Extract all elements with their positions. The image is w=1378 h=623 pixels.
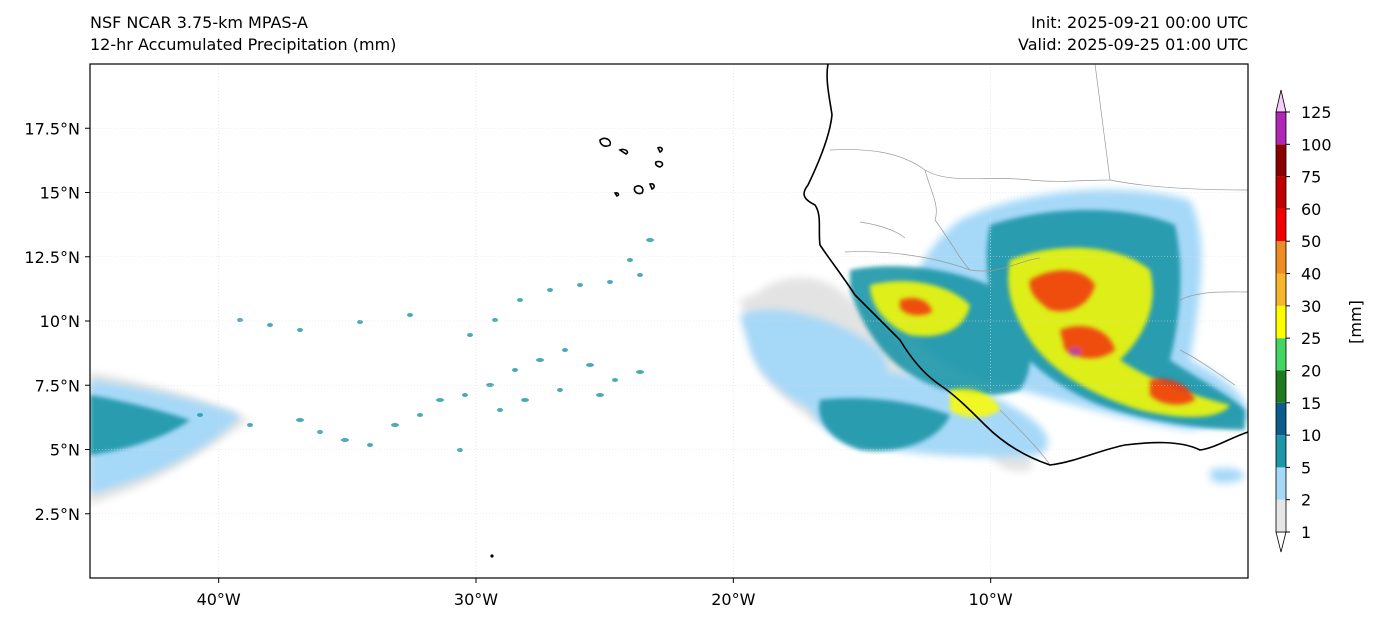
scattered-showers <box>197 238 654 452</box>
field-title: 12-hr Accumulated Precipitation (mm) <box>90 35 397 54</box>
colorbar-tick-label: 15 <box>1301 394 1321 413</box>
colorbar-tick-label: 5 <box>1301 458 1311 477</box>
colorbar-segment <box>1276 273 1286 306</box>
colorbar-segment <box>1276 208 1286 242</box>
island-dot <box>490 554 494 558</box>
lat-tick-label: 17.5°N <box>24 119 80 138</box>
colorbar-tick-label: 40 <box>1301 265 1321 284</box>
lon-tick-label: 40°W <box>197 590 241 609</box>
colorbar-tick-label: 25 <box>1301 329 1321 348</box>
lat-tick-label: 10°N <box>40 312 80 331</box>
longitude-axis: 40°W 30°W 20°W 10°W <box>197 578 1013 609</box>
lat-tick-label: 7.5°N <box>35 376 80 395</box>
colorbar-tick-label: 75 <box>1301 168 1321 187</box>
colorbar-frame <box>1275 111 1287 533</box>
colorbar-over-extend <box>1275 89 1287 113</box>
colorbar-unit-label: [mm] <box>1346 300 1365 344</box>
lon-tick-label: 30°W <box>454 590 498 609</box>
colorbar-tick-label: 2 <box>1301 491 1311 510</box>
colorbar-tick-label: 60 <box>1301 200 1321 219</box>
colorbar-segment <box>1276 467 1286 500</box>
colorbar-tick-label: 100 <box>1301 135 1332 154</box>
coastline <box>599 64 1248 466</box>
lat-tick-label: 5°N <box>50 441 80 460</box>
lon-tick-label: 10°W <box>969 590 1013 609</box>
colorbar-segment <box>1276 435 1286 468</box>
colorbar-tick-label: 20 <box>1301 361 1321 380</box>
colorbar-segment <box>1276 402 1286 436</box>
model-title: NSF NCAR 3.75-km MPAS-A <box>90 13 308 32</box>
colorbar-segment <box>1276 338 1286 371</box>
lat-tick-label: 2.5°N <box>35 505 80 524</box>
graticule <box>90 64 1248 578</box>
very-heavy-precip-field <box>900 270 1195 405</box>
colorbar-tick-label: 125 <box>1301 103 1332 122</box>
colorbar-segment <box>1276 112 1286 145</box>
colorbar-segment <box>1276 176 1286 209</box>
colorbar-tick-label: 30 <box>1301 297 1321 316</box>
map-plot-area <box>90 64 1248 578</box>
valid-time: Valid: 2025-09-25 01:00 UTC <box>1017 35 1248 54</box>
colorbar-segment <box>1276 144 1286 177</box>
colorbar-under-extend <box>1275 531 1287 553</box>
lat-tick-label: 12.5°N <box>24 248 80 267</box>
colorbar-segment <box>1276 370 1286 403</box>
lon-tick-label: 20°W <box>711 590 755 609</box>
title-block-right: Init: 2025-09-21 00:00 UTC Valid: 2025-0… <box>1018 12 1248 56</box>
colorbar-segment <box>1276 241 1286 274</box>
country-borders <box>829 64 1248 466</box>
colorbar-segment <box>1276 499 1286 532</box>
colorbar-tick-label: 1 <box>1301 523 1311 542</box>
init-time: Init: 2025-09-21 00:00 UTC <box>1030 13 1248 32</box>
colorbar-tick-label: 50 <box>1301 232 1321 251</box>
title-block-left: NSF NCAR 3.75-km MPAS-A 12-hr Accumulate… <box>90 12 396 56</box>
colorbar-tick-label: 10 <box>1301 426 1321 445</box>
latitude-axis: 2.5°N 5°N 7.5°N 10°N 12.5°N 15°N 17.5°N <box>24 119 90 524</box>
colorbar-segment <box>1276 305 1286 339</box>
lat-tick-label: 15°N <box>40 184 80 203</box>
